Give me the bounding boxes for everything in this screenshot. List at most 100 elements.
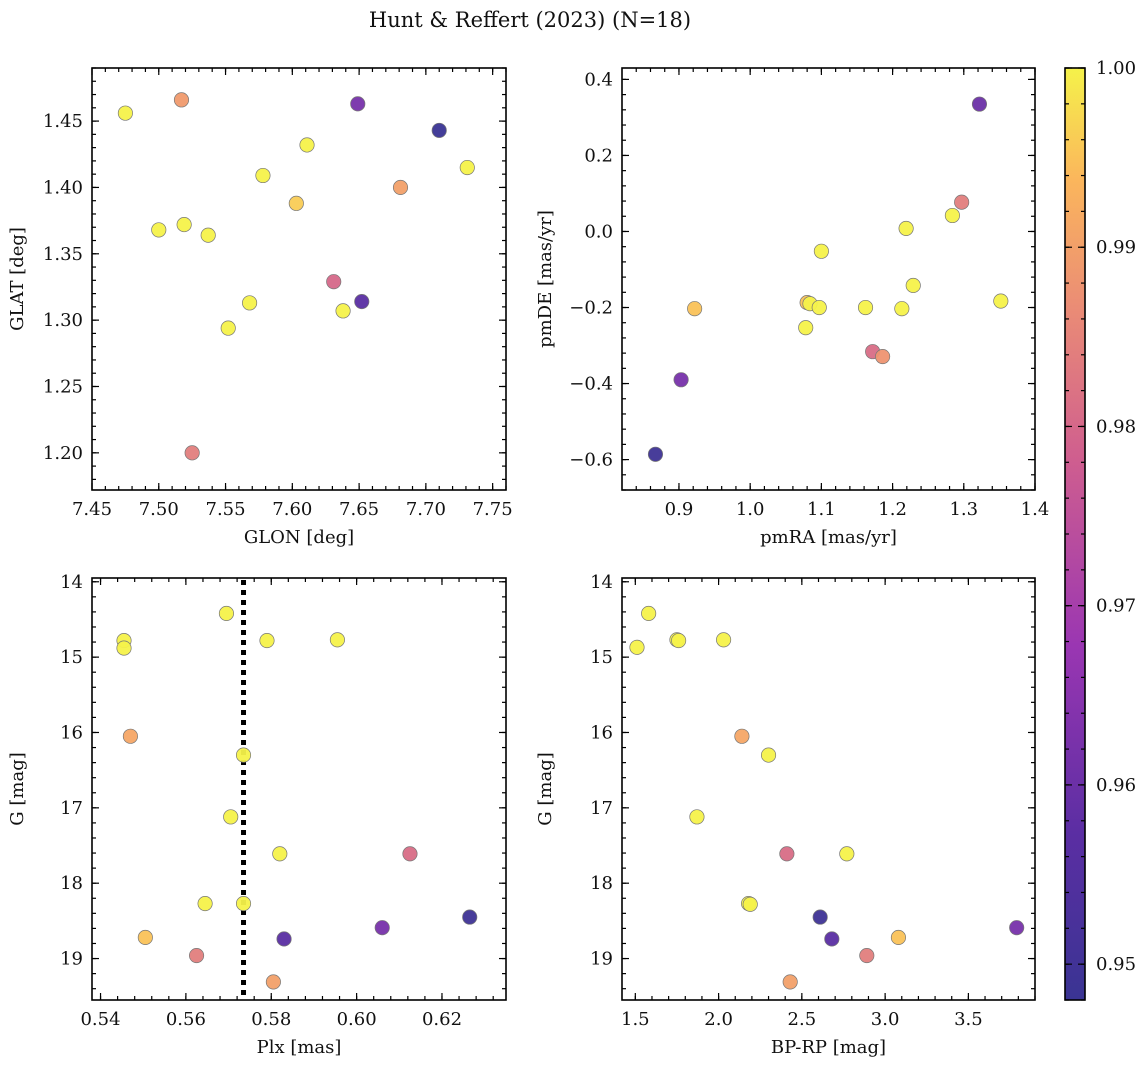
scatter-point xyxy=(689,809,705,825)
x-tick-label: 3.5 xyxy=(954,1009,983,1030)
axes-frame xyxy=(621,577,1036,1001)
x-tick-label: 1.3 xyxy=(949,499,978,520)
x-tick-label: 3.0 xyxy=(871,1009,900,1030)
colorbar-tick-label: 0.96 xyxy=(1096,775,1136,796)
y-tick-label: 0.4 xyxy=(584,69,613,90)
scatter-point xyxy=(734,728,750,744)
scatter-point xyxy=(905,277,921,294)
y-tick-label: 1.25 xyxy=(43,376,83,397)
scatter-point xyxy=(859,947,875,964)
colorbar-tick-label: 0.98 xyxy=(1096,416,1136,437)
x-tick-label: 7.60 xyxy=(272,499,312,520)
colorbar-gradient xyxy=(1065,68,1085,1000)
scatter-point xyxy=(189,947,205,964)
y-tick-label: 17 xyxy=(590,798,613,819)
scatter-point xyxy=(220,320,236,336)
scatter-point xyxy=(971,96,988,112)
scatter-point xyxy=(259,632,275,649)
scatter-point xyxy=(993,293,1009,309)
axes-frame xyxy=(91,577,507,1001)
scatter-point xyxy=(782,974,798,990)
y-tick-label: 1.30 xyxy=(43,310,83,331)
scatter-point xyxy=(890,929,906,946)
colorbar-tick-label: 1.00 xyxy=(1096,58,1136,79)
y-tick-label: −0.4 xyxy=(569,374,613,395)
scatter-point xyxy=(242,295,258,311)
scatter-point xyxy=(798,320,814,336)
scatter-point xyxy=(176,217,192,233)
x-tick-label: 7.45 xyxy=(72,499,112,520)
colorbar-tick-label: 0.97 xyxy=(1096,596,1136,617)
scatter-point xyxy=(687,301,703,317)
scatter-point xyxy=(122,728,138,744)
colorbar: 0.95 0.96 0.97 0.98 0.99 1.00 xyxy=(1064,58,1136,1001)
scatter-point xyxy=(329,632,345,648)
x-axis-label: GLON [deg] xyxy=(244,527,354,548)
scatter-point xyxy=(462,909,478,925)
y-tick-label: 15 xyxy=(60,647,83,668)
scatter-point xyxy=(647,446,664,462)
scatter-point xyxy=(326,274,342,290)
axes-frame xyxy=(621,67,1036,491)
y-tick-label: −0.6 xyxy=(569,450,613,471)
x-tick-label: 1.2 xyxy=(878,499,907,520)
x-tick-label: 7.70 xyxy=(406,499,446,520)
colorbar-tick-label: 0.95 xyxy=(1096,954,1136,975)
scatter-point xyxy=(299,137,315,153)
scatter-point xyxy=(944,207,960,224)
scatter-point xyxy=(954,194,970,210)
scatter-point xyxy=(197,895,213,912)
y-tick-label: 0.2 xyxy=(584,145,613,166)
y-tick-label: 1.40 xyxy=(43,177,83,198)
scatter-point xyxy=(255,167,271,184)
scatter-point xyxy=(392,179,409,195)
scatter-point xyxy=(116,640,132,656)
y-tick-label: 15 xyxy=(590,647,613,668)
subplot-3: 0.54 0.56 0.58 0.60 0.62 14 15 16 17 18 19 Plx [mas… xyxy=(7,572,507,1058)
x-tick-label: 0.60 xyxy=(337,1009,377,1030)
x-axis-label: BP-RP [mag] xyxy=(771,1037,886,1058)
subplot-2: 0.9 1.0 1.1 1.2 1.3 1.4 −0.6 −0.4 −0.2 0.0 0.2 0.4 p… xyxy=(535,67,1050,548)
scatter-point xyxy=(235,895,252,912)
x-tick-label: 7.75 xyxy=(473,499,513,520)
x-tick-label: 1.0 xyxy=(736,499,765,520)
x-tick-label: 1.4 xyxy=(1021,499,1050,520)
scatter-point xyxy=(813,243,829,259)
y-tick-label: 19 xyxy=(590,949,613,970)
y-tick-label: 1.20 xyxy=(43,443,83,464)
scatter-point xyxy=(235,747,252,763)
x-tick-label: 0.9 xyxy=(665,499,694,520)
y-axis-label: G [mag] xyxy=(535,752,556,825)
x-tick-label: 2.0 xyxy=(704,1009,733,1030)
scatter-point xyxy=(671,632,687,649)
x-axis-label: pmRA [mas/yr] xyxy=(760,527,897,548)
y-tick-label: 17 xyxy=(60,798,83,819)
scatter-point xyxy=(350,96,366,112)
figure-title: Hunt & Reffert (2023) (N=18) xyxy=(369,8,691,32)
x-axis-label: Plx [mas] xyxy=(257,1037,342,1058)
x-tick-label: 0.54 xyxy=(80,1009,120,1030)
x-tick-label: 1.5 xyxy=(621,1009,650,1030)
x-tick-label: 7.55 xyxy=(206,499,246,520)
scatter-point xyxy=(265,974,281,990)
y-axis-label: pmDE [mas/yr] xyxy=(535,210,556,348)
subplot-4: 1.5 2.0 2.5 3.0 3.5 14 15 16 17 18 19 BP-RP [mag] G … xyxy=(535,572,1036,1058)
colorbar-tick-label: 0.99 xyxy=(1096,237,1136,258)
x-tick-label: 2.5 xyxy=(788,1009,817,1030)
scatter-point xyxy=(812,909,828,925)
scatter-point xyxy=(629,639,645,655)
scatter-point xyxy=(335,303,351,319)
y-tick-label: 14 xyxy=(60,572,83,593)
y-tick-label: 16 xyxy=(590,722,613,743)
axes-frame xyxy=(91,67,507,491)
y-tick-label: 0.0 xyxy=(584,221,613,242)
scatter-point xyxy=(459,159,475,176)
scatter-point xyxy=(117,105,133,121)
y-tick-label: 16 xyxy=(60,722,83,743)
scatter-point xyxy=(898,220,914,236)
scatter-point xyxy=(184,445,200,461)
scatter-point xyxy=(641,605,657,621)
scatter-point xyxy=(779,846,795,862)
y-tick-label: −0.2 xyxy=(569,298,613,319)
